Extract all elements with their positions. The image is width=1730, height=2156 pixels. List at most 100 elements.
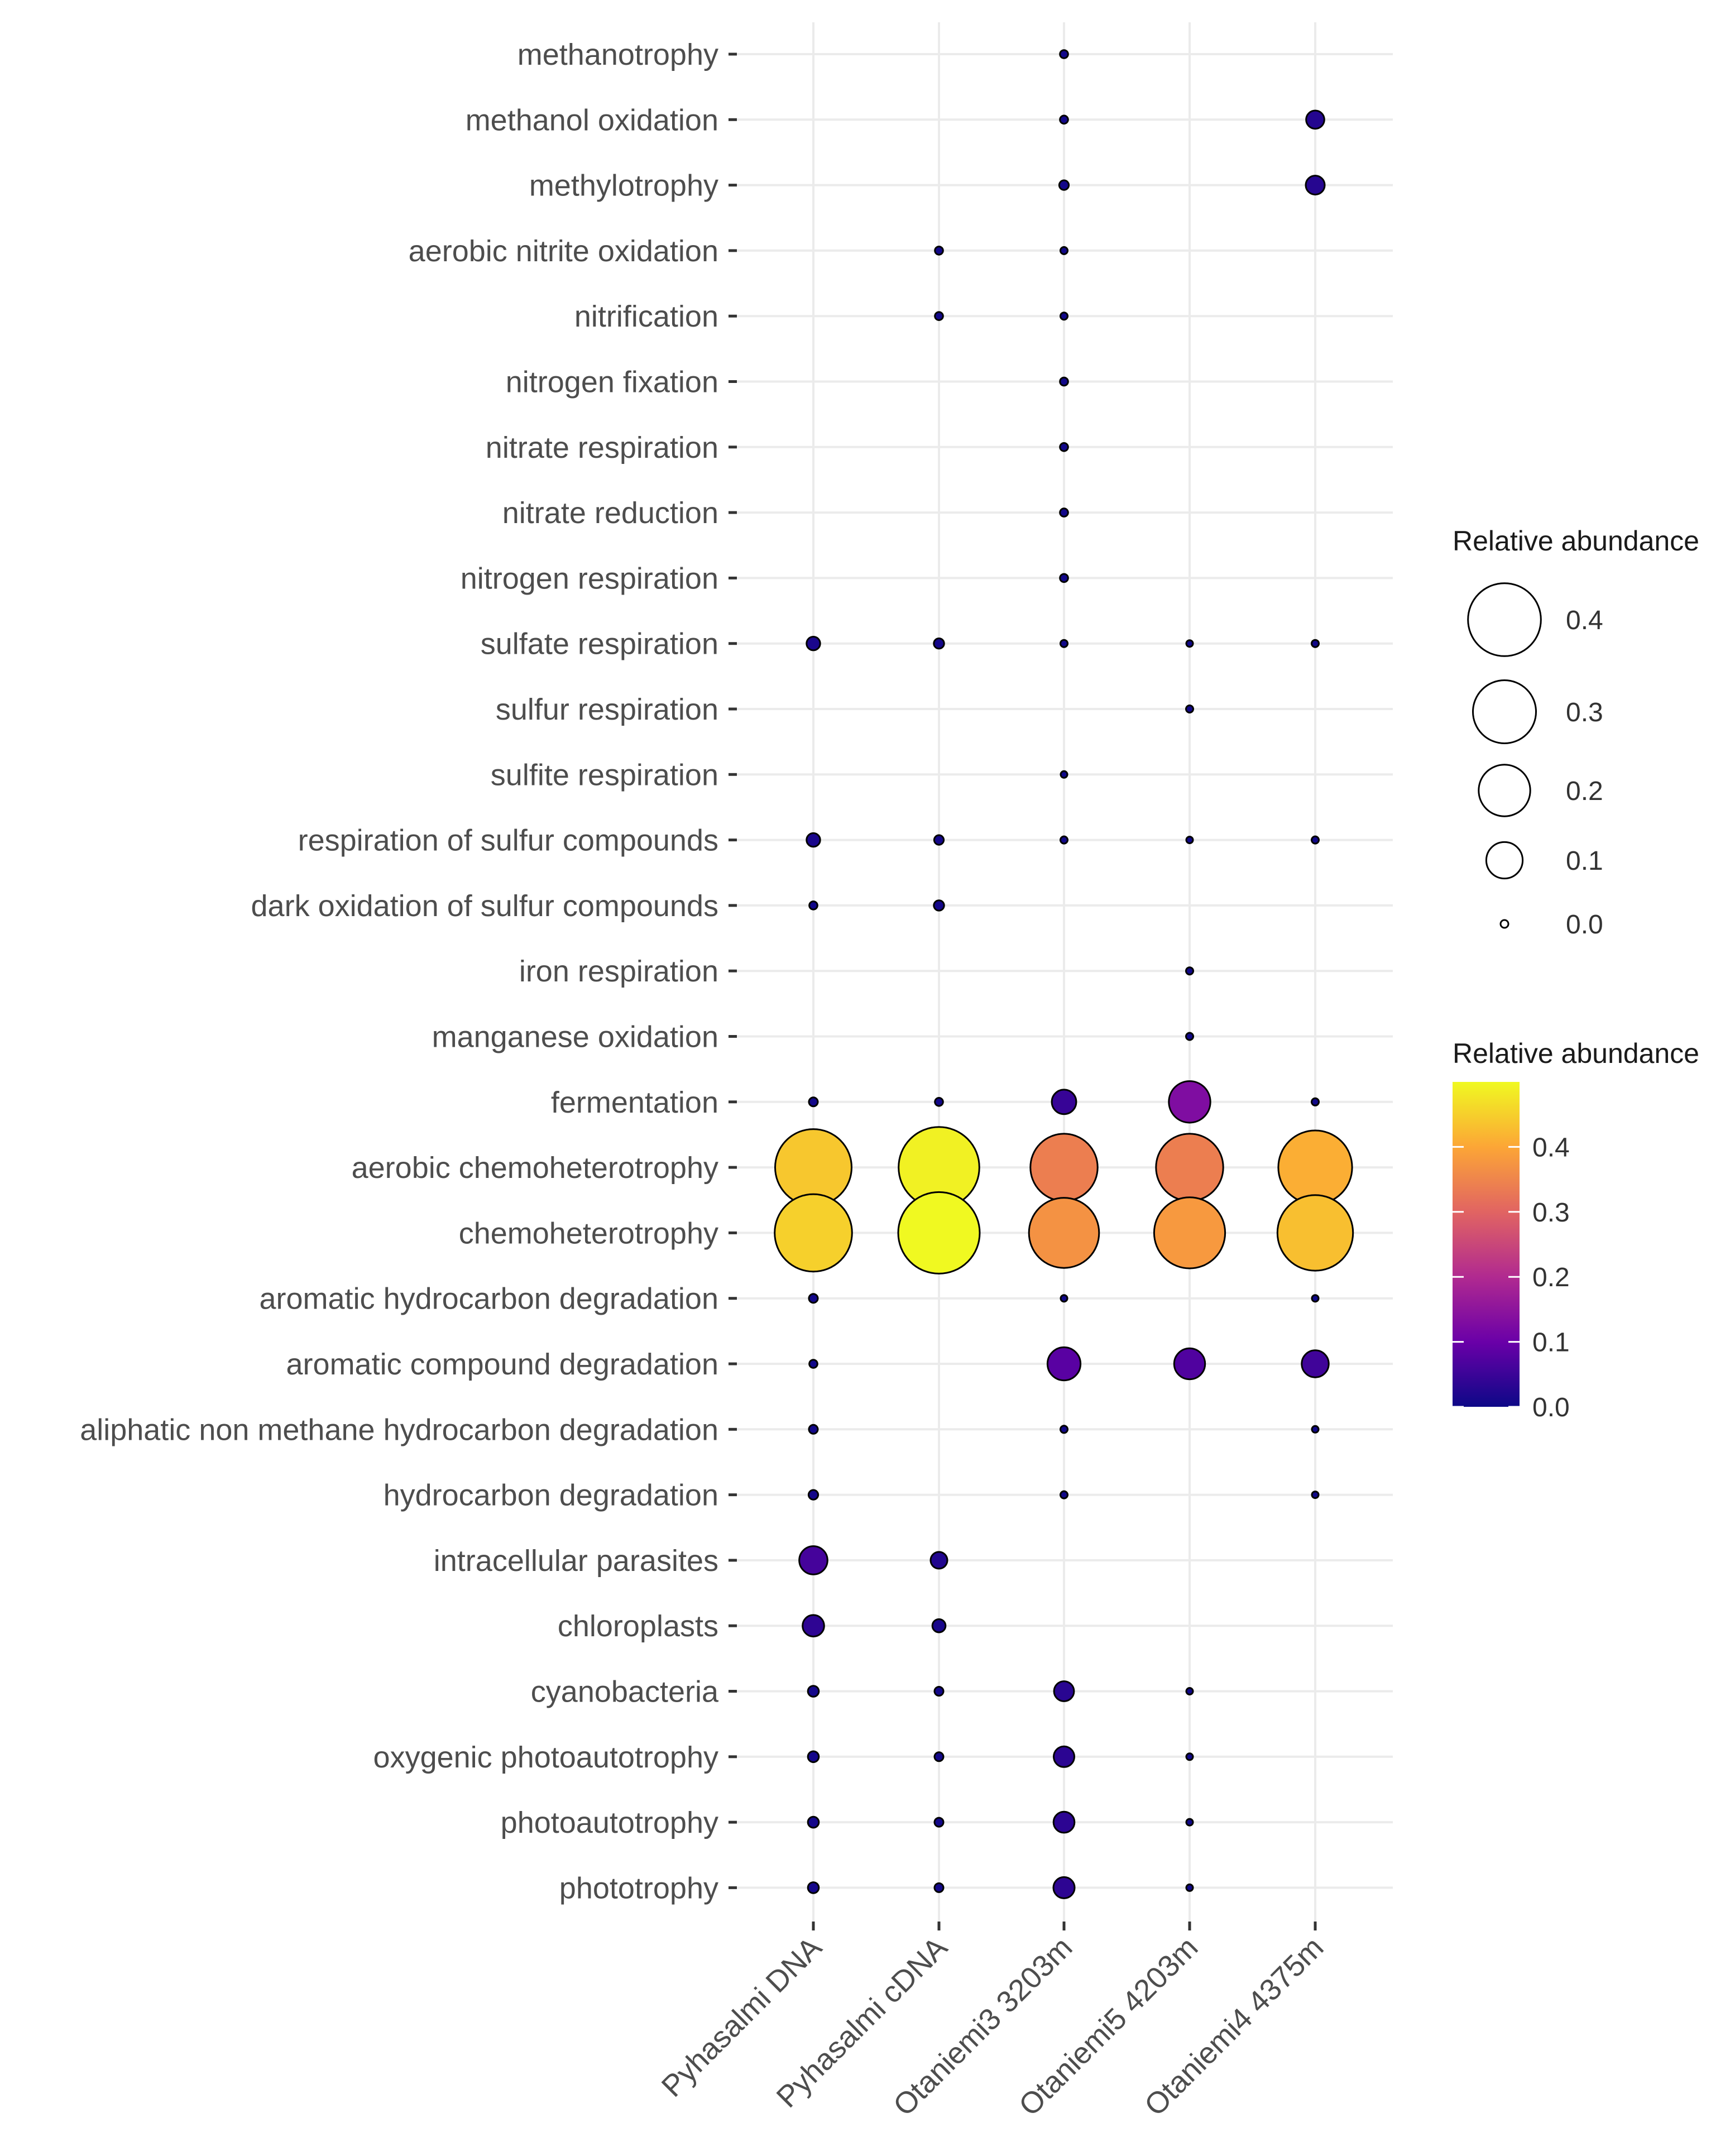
axes: methanotrophy methanol oxidation methylotr… [80,38,1330,2123]
data-point [1153,1196,1226,1269]
data-point [807,1815,820,1829]
y-tick-label: iron respiration [519,955,718,988]
data-point [1311,1294,1320,1303]
data-point [1185,966,1194,976]
data-point [1059,114,1069,125]
data-point [897,1191,981,1275]
y-tick-label: aromatic hydrocarbon degradation [260,1282,719,1316]
data-point [1311,639,1320,648]
data-point [1060,246,1068,255]
colorbar-label: 0.4 [1532,1133,1570,1162]
data-point [1060,1294,1068,1303]
data-point [933,1817,945,1828]
data-point [933,1686,945,1697]
data-point [1311,1491,1320,1499]
colorbar-label: 0.2 [1532,1263,1570,1292]
data-point [1277,1129,1353,1205]
data-point [1301,1349,1330,1378]
data-point [1168,1080,1211,1124]
size-legend-key [1472,679,1537,744]
data-point [1311,835,1320,845]
y-tick-label: intracellular parasites [434,1544,718,1578]
data-point [1305,175,1326,196]
data-point [1185,1818,1194,1827]
size-legend-key [1485,841,1524,880]
data-point [774,1193,853,1273]
y-tick-label: cyanobacteria [531,1675,719,1709]
data-point [808,1293,819,1304]
y-tick-label: nitrate reduction [502,496,718,530]
y-tick-label: oxygenic photoautotrophy [373,1741,718,1774]
y-tick-label: nitrification [574,300,718,333]
color-legend-title: Relative abundance [1453,1038,1699,1069]
data-point [808,1424,819,1435]
y-tick-label: sulfite respiration [491,758,718,792]
colorbar-label: 0.1 [1532,1328,1570,1358]
size-legend-title: Relative abundance [1453,525,1699,557]
size-legend-label: 0.1 [1566,846,1603,876]
data-point [1059,49,1069,59]
data-point [1053,1745,1075,1768]
data-point [1060,1490,1068,1499]
data-point [1185,1752,1194,1761]
data-point [933,1882,945,1893]
size-legend-key [1467,582,1542,657]
y-tick-label: phototrophy [559,1871,718,1905]
data-point [808,1359,818,1369]
data-point [931,1618,947,1633]
y-tick-label: chemoheterotrophy [459,1216,718,1250]
data-point [807,1881,820,1894]
data-point [1060,835,1068,845]
data-point [1029,1133,1099,1202]
size-legend-label: 0.3 [1566,698,1603,727]
data-point [1305,109,1325,130]
data-point [808,1096,819,1108]
data-points [774,49,1354,1899]
data-point [807,1489,820,1501]
y-tick-label: hydrocarbon degradation [384,1479,718,1512]
y-tick-label: nitrogen fixation [506,366,718,399]
data-point [1059,376,1069,387]
data-point [1028,1197,1100,1269]
y-tick-label: methanol oxidation [466,103,718,137]
size-legend-label: 0.0 [1566,910,1603,940]
data-point [933,638,945,650]
data-point [934,1097,944,1107]
data-point [934,246,944,256]
colorbar-label: 0.3 [1532,1198,1570,1228]
size-legend-key [1499,919,1509,929]
data-point [807,1750,820,1764]
data-point [1185,705,1194,713]
data-point [1276,1194,1354,1272]
data-point [1060,639,1068,648]
y-tick-label: sulfate respiration [481,627,718,661]
data-point [1185,1032,1194,1041]
data-point [1051,1089,1077,1115]
y-tick-label: respiration of sulfur compounds [298,824,718,857]
data-point [1060,1425,1068,1434]
data-point [1311,1097,1320,1106]
y-tick-label: sulfur respiration [496,693,718,726]
data-point [934,311,944,322]
size-legend-key [1478,764,1531,817]
colorbar [1453,1082,1520,1407]
y-tick-label: photoautotrophy [501,1806,718,1839]
y-tick-label: dark oxidation of sulfur compounds [251,889,718,923]
y-tick-label: chloroplasts [558,1609,718,1643]
data-point [1053,1680,1075,1702]
data-point [1311,1425,1320,1434]
size-legend-label: 0.4 [1566,606,1603,635]
data-point [1155,1133,1224,1202]
data-point [1059,507,1069,518]
data-point [808,900,818,911]
size-legend: Relative abundance 0.4 0.3 0.2 0.1 0.0 [1453,525,1699,940]
data-point [806,832,821,848]
data-point [1059,442,1069,452]
data-point [1052,1876,1076,1899]
y-tick-label: aerobic chemoheterotrophy [352,1151,718,1185]
data-point [798,1545,828,1575]
data-point [1185,1883,1194,1892]
data-point [1058,179,1070,191]
color-legend: Relative abundance 0.4 0.3 0.2 0.1 0.0 [1453,1038,1699,1422]
